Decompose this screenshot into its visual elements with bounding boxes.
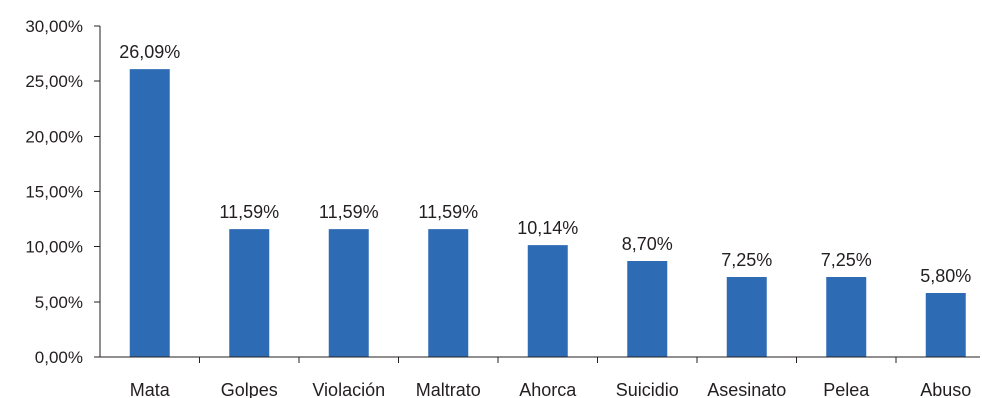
bar	[527, 245, 568, 357]
x-tick-label: Abuso	[920, 380, 971, 398]
bar	[328, 229, 369, 357]
y-tick-label: 30,00%	[25, 17, 83, 36]
y-tick-label: 25,00%	[25, 72, 83, 91]
y-tick-label: 20,00%	[25, 127, 83, 146]
x-tick-label: Suicidio	[616, 380, 679, 398]
bar-series: 26,09% 11,59% 11,59% 11,59% 10,14% 8,70% 7,25%…	[119, 42, 971, 358]
bar	[726, 277, 767, 357]
x-tick-label: Ahorca	[519, 380, 577, 398]
data-label: 8,70%	[622, 234, 673, 254]
bar	[925, 293, 966, 357]
x-tick-label: Mata	[130, 380, 171, 398]
y-tick-label: 5,00%	[35, 293, 83, 312]
y-axis-ticks: 0,00% 5,00% 10,00% 15,00% 20,00% 25,00% 30,00%	[25, 17, 100, 367]
x-tick-label: Violación	[312, 380, 385, 398]
data-label: 11,59%	[418, 202, 478, 222]
bar	[428, 229, 469, 357]
bar	[627, 261, 668, 357]
data-label: 11,59%	[219, 202, 279, 222]
bar	[229, 229, 270, 357]
data-label: 26,09%	[119, 42, 180, 62]
bar	[129, 69, 170, 358]
x-axis-ticks: Mata Golpes Violación Maltrato Ahorca Suicidi…	[130, 357, 971, 398]
data-label: 7,25%	[721, 250, 772, 270]
x-tick-label: Maltrato	[416, 380, 481, 398]
bar	[826, 277, 867, 357]
y-tick-label: 15,00%	[25, 183, 83, 202]
y-tick-label: 0,00%	[35, 348, 83, 367]
x-tick-label: Asesinato	[707, 380, 786, 398]
y-tick-label: 10,00%	[25, 238, 83, 257]
data-label: 10,14%	[517, 218, 578, 238]
data-label: 11,59%	[319, 202, 379, 222]
x-tick-label: Golpes	[221, 380, 278, 398]
data-label: 7,25%	[821, 250, 872, 270]
x-tick-label: Pelea	[823, 380, 870, 398]
data-label: 5,80%	[920, 266, 971, 286]
